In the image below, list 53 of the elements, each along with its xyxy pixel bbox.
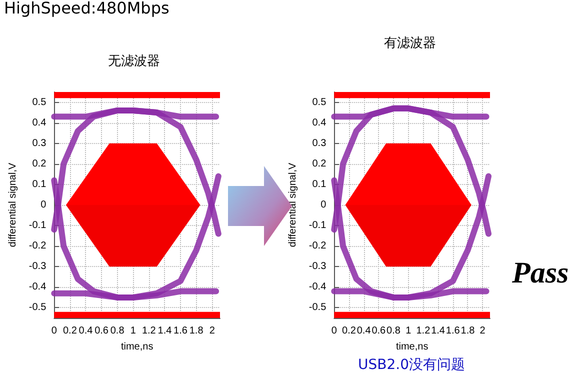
x-tick-label: 0.6 <box>372 326 386 336</box>
x-tick-label: 1.2 <box>142 326 156 336</box>
text: HighSpeed:480Mbps <box>4 0 170 18</box>
x-axis-title: time,ns <box>396 342 428 352</box>
text: USB2.0没有问题 <box>358 357 466 373</box>
x-tick-label: 0 <box>331 326 338 336</box>
x-tick-label: 1.4 <box>158 326 172 336</box>
x-tick-label: 1.6 <box>174 326 188 336</box>
x-tick-label: 1.8 <box>460 326 476 336</box>
x-tick-label: 2 <box>480 326 486 336</box>
y-tick-label: 0.1 <box>32 178 47 190</box>
x-tick-label: 0.4 <box>356 326 372 336</box>
y-tick-label: 0 <box>320 200 327 210</box>
y-tick-label: -0.3 <box>28 261 47 272</box>
y-tick-label: 0 <box>40 200 47 210</box>
y-tick-label: 0.4 <box>32 117 47 128</box>
x-tick-label: 0.6 <box>94 326 109 336</box>
x-tick-label: 1.2 <box>416 326 431 336</box>
y-tick-label: -0.2 <box>28 240 47 252</box>
x-tick-label: 0.2 <box>342 326 356 336</box>
x-tick-label: 1 <box>130 326 136 336</box>
y-tick-label: 0.5 <box>32 96 47 108</box>
x-tick-label: 1 <box>406 326 412 336</box>
y-tick-label: 0.2 <box>312 158 327 170</box>
y-tick-label: 0.3 <box>32 138 47 149</box>
x-tick-label: 0 <box>51 326 58 336</box>
y-tick-label: -0.5 <box>308 302 327 314</box>
y-tick-label: -0.1 <box>28 220 47 232</box>
y-tick-label: -0.3 <box>308 261 327 272</box>
y-tick-label: 0.5 <box>312 96 327 108</box>
text: Pass <box>511 256 569 290</box>
x-tick-label: 1.6 <box>446 326 460 336</box>
y-tick-label: 0.2 <box>32 158 47 170</box>
x-axis-title: time,ns <box>120 342 154 352</box>
y-tick-label: 0.1 <box>312 178 327 190</box>
chart-title: 有滤波器 <box>384 36 436 51</box>
chart-title: 无滤波器 <box>108 54 160 69</box>
x-tick-label: 0.2 <box>62 326 78 336</box>
y-tick-label: -0.5 <box>28 302 47 314</box>
y-tick-label: -0.2 <box>308 240 327 252</box>
y-axis-title: differential signal,V <box>288 162 298 248</box>
x-tick-label: 1.8 <box>189 326 204 336</box>
y-tick-label: -0.1 <box>308 220 327 232</box>
x-tick-label: 1.4 <box>431 326 446 336</box>
y-axis-title: differential signal,V <box>8 162 18 248</box>
x-tick-label: 2 <box>209 326 216 336</box>
y-tick-label: -0.4 <box>308 282 327 293</box>
x-tick-label: 0.8 <box>110 326 125 336</box>
y-tick-label: 0.4 <box>312 117 327 128</box>
x-tick-label: 0.8 <box>386 326 401 336</box>
y-tick-label: 0.3 <box>312 138 327 149</box>
x-tick-label: 0.4 <box>78 326 94 336</box>
y-tick-label: -0.4 <box>28 282 47 293</box>
